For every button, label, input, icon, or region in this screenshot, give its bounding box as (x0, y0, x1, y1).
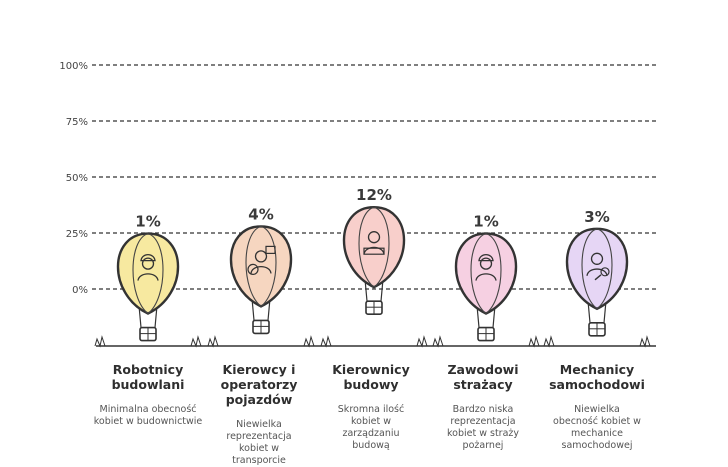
balloon-stripe (373, 206, 390, 288)
balloon-1: 1% (116, 213, 180, 342)
construction-worker-icon (135, 253, 161, 283)
manager-icon (361, 228, 387, 257)
data-label: 1% (473, 213, 498, 231)
grass-tuft (303, 335, 315, 348)
firefighter-icon (473, 253, 499, 283)
balloon-5: 3% (565, 208, 629, 337)
grass-tuft (432, 335, 444, 348)
category-title: Robotnicy budowlani (111, 362, 185, 392)
balloon-2: 4% (229, 205, 293, 335)
category-description: Minimalna obecność kobiet w budownictwie (93, 404, 203, 427)
y-tick-label: 100% (59, 61, 88, 72)
grass-tuft (320, 335, 332, 348)
grass-tuft (190, 335, 202, 348)
balloon-stripe (132, 233, 149, 315)
category-column-4: Zawodowi strażacy Bardzo niska reprezent… (421, 362, 545, 452)
balloon-stripe (485, 233, 502, 315)
category-title: Kierownicy budowy (332, 362, 410, 392)
mechanic-icon (584, 249, 610, 281)
data-label: 1% (135, 213, 160, 231)
grass-tuft (94, 335, 106, 348)
category-column-2: Kierowcy i operatorzy pojazdów Niewielka… (197, 362, 321, 467)
balloon-stripe (358, 206, 375, 288)
balloon-stripe (147, 233, 164, 315)
category-title: Mechanicy samochodowi (549, 362, 645, 392)
grass-tuft (639, 335, 651, 348)
balloon-stripe (596, 228, 613, 310)
category-title: Kierowcy i operatorzy pojazdów (220, 362, 298, 407)
grass-tuft (543, 335, 555, 348)
category-column-3: Kierownicy budowy Skromna ilość kobiet w… (309, 362, 433, 452)
grass-tuft (528, 335, 540, 348)
y-tick-label: 25% (66, 229, 88, 240)
category-column-1: Robotnicy budowlani Minimalna obecność k… (86, 362, 210, 428)
category-title: Zawodowi strażacy (447, 362, 519, 392)
y-tick-label: 0% (72, 285, 88, 296)
data-label: 12% (356, 186, 392, 204)
category-description: Skromna ilość kobiet w zarządzaniu budow… (337, 404, 405, 451)
category-description: Niewielka reprezentacja kobiet w transpo… (226, 419, 292, 466)
balloon-stripe (470, 233, 487, 315)
category-description: Bardzo niska reprezentacja kobiet w stra… (446, 404, 520, 451)
balloon-stripe (245, 225, 262, 307)
grass-tuft (416, 335, 428, 348)
y-tick-label: 50% (66, 173, 88, 184)
data-label: 4% (248, 205, 273, 223)
balloon-stripe (260, 225, 277, 307)
balloon-3: 12% (342, 186, 406, 316)
data-label: 3% (584, 208, 609, 226)
category-column-5: Mechanicy samochodowi Niewielka obecność… (535, 362, 659, 452)
grass-tuft (207, 335, 219, 348)
category-description: Niewielka obecność kobiet w mechanice sa… (553, 404, 641, 451)
balloon-4: 1% (454, 213, 518, 342)
y-tick-label: 75% (66, 117, 88, 128)
balloon-stripe (581, 228, 598, 310)
driver-icon (247, 245, 276, 276)
